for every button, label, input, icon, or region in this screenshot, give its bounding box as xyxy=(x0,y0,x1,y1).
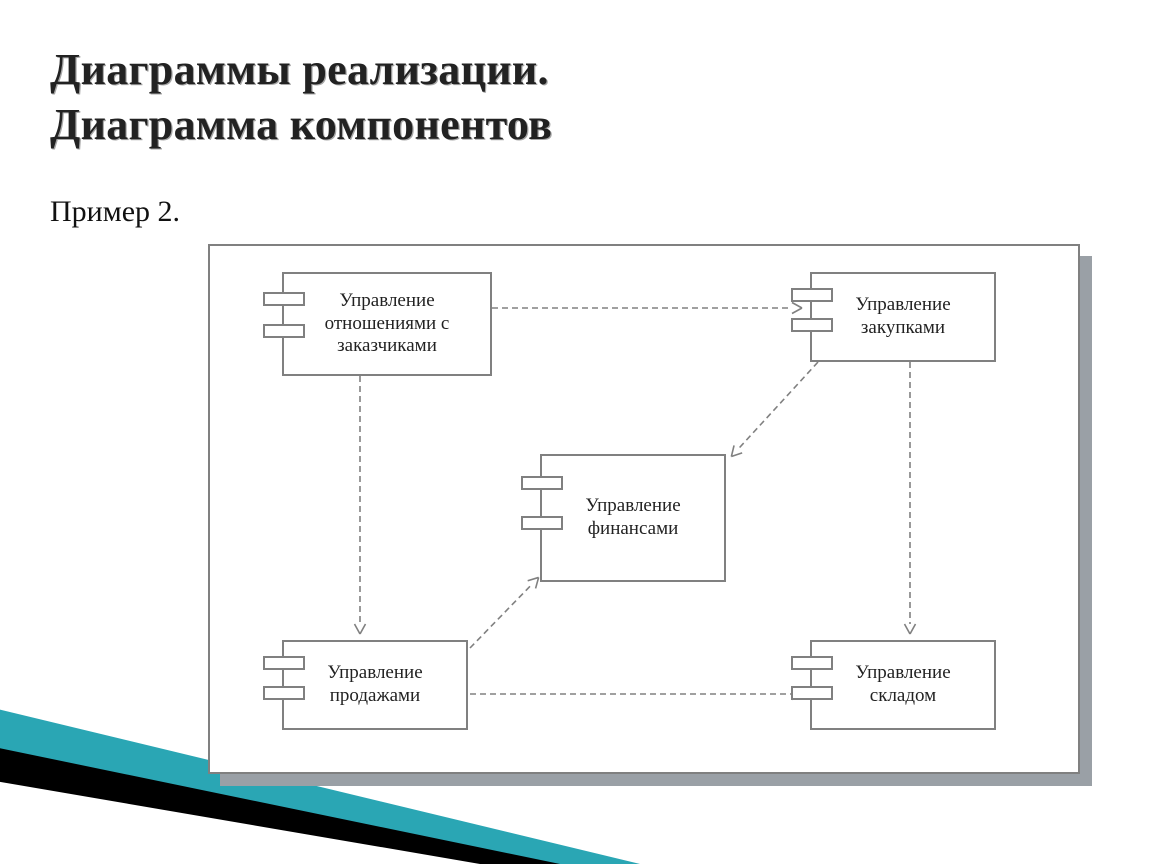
component-label: Управлениефинансами xyxy=(542,456,724,580)
title-line-1: Диаграммы реализации. xyxy=(50,45,549,94)
component-tab-icon xyxy=(521,476,563,490)
title-line-2: Диаграмма компонентов xyxy=(50,100,552,149)
component-tab-icon xyxy=(263,686,305,700)
component-label: Управлениескладом xyxy=(812,642,994,728)
component-tab-icon xyxy=(263,324,305,338)
component-warehouse: Управлениескладом xyxy=(810,640,996,730)
slide-title: Диаграммы реализации. Диаграмма компонен… xyxy=(50,42,552,152)
component-tab-icon xyxy=(521,516,563,530)
component-tab-icon xyxy=(263,292,305,306)
component-tab-icon xyxy=(791,656,833,670)
component-label: Управлениепродажами xyxy=(284,642,466,728)
component-tab-icon xyxy=(791,318,833,332)
component-tab-icon xyxy=(791,686,833,700)
component-purchase: Управлениезакупками xyxy=(810,272,996,362)
diagram-frame: Управлениеотношениями сзаказчиками Управл… xyxy=(208,244,1080,774)
component-crm: Управлениеотношениями сзаказчиками xyxy=(282,272,492,376)
slide-subtitle: Пример 2. xyxy=(50,195,180,229)
component-sales: Управлениепродажами xyxy=(282,640,468,730)
component-finance: Управлениефинансами xyxy=(540,454,726,582)
slide: Диаграммы реализации. Диаграмма компонен… xyxy=(0,0,1150,864)
component-label: Управлениеотношениями сзаказчиками xyxy=(284,274,490,374)
component-tab-icon xyxy=(263,656,305,670)
component-tab-icon xyxy=(791,288,833,302)
component-diagram: Управлениеотношениями сзаказчиками Управл… xyxy=(208,244,1092,786)
component-label: Управлениезакупками xyxy=(812,274,994,360)
